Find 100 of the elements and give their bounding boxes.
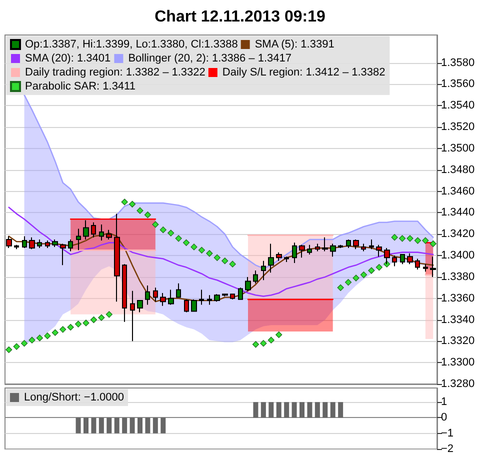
chart-title: Chart 12.11.2013 09:19 [154,8,326,26]
candlestick [299,244,305,258]
candlestick [253,270,258,284]
legend-label: SMA (20): 1.3401 [25,52,111,64]
point [252,341,260,348]
y-tick-label: 1.3440 [441,206,475,219]
legend-label: Bollinger (20, 2): 1.3386 – 1.3417 [128,52,292,64]
candlestick [361,243,366,252]
candlestick [430,256,436,278]
candlestick [315,243,320,252]
point [368,267,375,274]
candlestick [407,252,413,265]
point [6,346,12,354]
candlestick [106,229,112,240]
y-tick-label: 1.3460 [441,185,475,198]
y-tick-label: 1.3380 [441,270,475,283]
candlestick [369,238,374,250]
point [128,200,136,208]
point [190,244,198,250]
point [98,314,105,321]
candlestick [60,243,66,266]
candlestick [284,256,289,262]
point [106,311,112,318]
point [136,207,144,214]
y-tick-label: 1.3320 [441,335,475,348]
candlestick [22,236,27,249]
candlestick [14,244,19,250]
line-series [24,94,434,270]
point [214,254,220,261]
candlestick [37,238,42,249]
point [82,320,90,326]
point [160,226,166,234]
point [175,235,182,242]
point [60,326,66,333]
point [360,272,368,278]
point [182,239,190,246]
candlestick [276,252,282,262]
y-tick-label: 1.3420 [441,228,475,240]
legend-label: Parabolic SAR: 1.3411 [25,80,136,92]
point [144,212,152,218]
point [391,234,398,241]
candlestick [184,298,189,313]
point [198,246,206,254]
point [36,334,44,342]
candlestick [376,244,382,258]
candlestick [29,236,35,250]
candlestick [353,238,359,250]
point [344,278,352,286]
y-tick-label: 1.3520 [441,121,475,134]
candlestick [245,276,251,292]
candlestick [346,238,351,249]
legend-label: Long/Short: −1.0000 [24,392,124,404]
point [20,340,28,347]
y-tick-label: 1.3560 [441,78,475,90]
point [268,336,274,344]
y-tick-label: 1.3500 [441,142,475,154]
legend-label: Daily S/L region: 1.3412 – 1.3382 [222,66,386,78]
candlestick [176,282,181,298]
point [90,316,98,324]
candlestick [207,294,212,306]
point [352,274,360,282]
legend-label: Op:1.3387, Hi:1.3399, Lo:1.3380, Cl:1.3388 [25,38,238,50]
point [67,324,74,331]
y-tick-label: −1 [441,427,454,440]
candlestick [52,238,58,248]
point [206,250,213,257]
candlestick [238,287,243,300]
candlestick [160,292,166,306]
y-tick-label: 1.3340 [441,314,475,326]
y-tick-label: 1.3540 [441,100,475,112]
line-series [8,206,434,297]
y-tick-label: 1.3580 [441,56,475,69]
y-tick-label: 0 [441,412,448,424]
candlestick [145,285,150,306]
candlestick [415,258,420,270]
point [222,258,228,264]
legend-label: Daily trading region: 1.3382 – 1.3322 [25,66,206,78]
candlestick [168,289,174,306]
candlestick [83,220,89,240]
point [52,329,58,336]
point [152,221,159,228]
candlestick [292,242,297,264]
candlestick [322,236,328,252]
point [13,343,20,350]
point [406,235,414,242]
point [414,237,422,244]
point [28,336,36,344]
point [376,264,382,271]
candlestick [214,294,220,302]
candlestick [261,260,266,281]
candlestick [330,243,336,258]
y-tick-label: 1 [441,396,448,408]
candlestick [137,300,143,313]
y-tick-label: 1.3280 [441,378,475,390]
candlestick [222,294,228,297]
point [337,284,344,291]
candlestick [76,228,81,251]
candlestick [338,244,343,249]
candlestick [230,294,235,300]
candlestick [268,243,274,274]
